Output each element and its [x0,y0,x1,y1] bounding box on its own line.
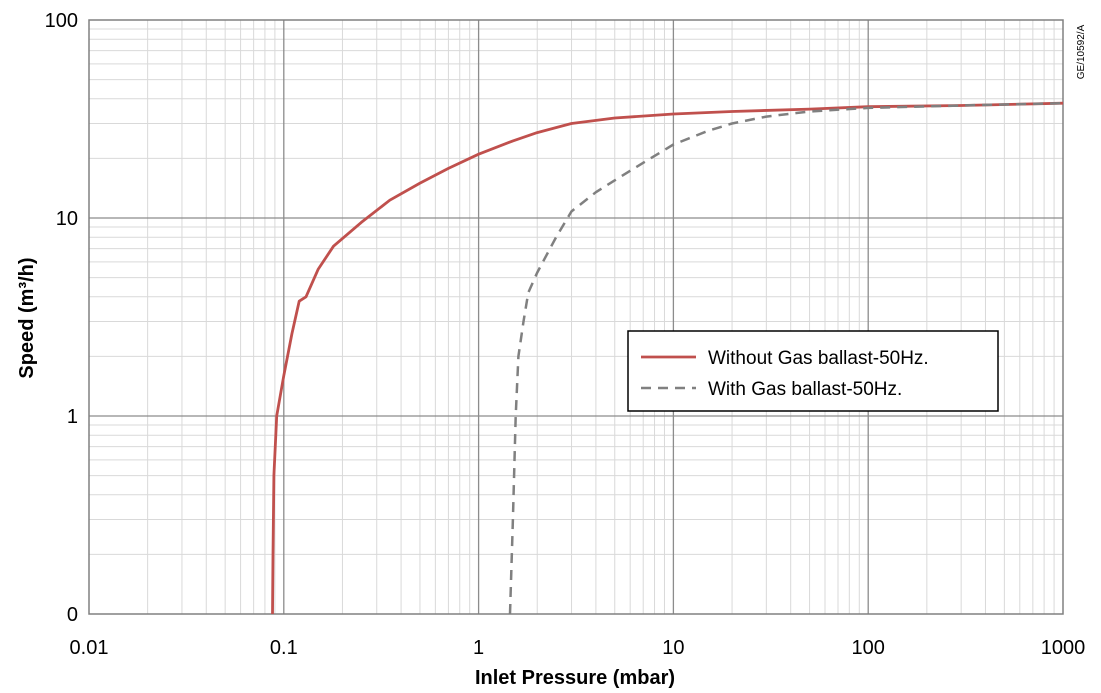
major-gridlines [89,20,1063,614]
x-tick-label: 1000 [1041,637,1086,659]
legend-label-without-gas-ballast: Without Gas ballast-50Hz. [708,348,929,369]
legend-box [627,330,999,412]
y-tick-label: 10 [56,208,78,230]
y-tick-label: 1 [67,406,78,428]
y-tick-label: 100 [45,10,78,32]
legend-label-with-gas-ballast: With Gas ballast-50Hz. [708,379,902,400]
legend: Without Gas ballast-50Hz. With Gas balla… [627,330,999,412]
y-axis-title: Speed (m³/h) [16,257,38,378]
x-tick-label: 100 [852,637,885,659]
series-line-without-gas-ballast [271,101,1064,615]
x-axis-title: Inlet Pressure (mbar) [475,667,675,689]
y-axis-tick-labels: 0 1 10 100 [45,10,78,626]
series-layer [271,101,1064,615]
x-axis-tick-labels: 0.01 0.1 1 10 100 1000 [70,637,1086,659]
plot-area-frame [88,19,1064,615]
x-tick-label: 0.1 [270,637,298,659]
y-tick-label: 0 [67,604,78,626]
x-tick-label: 1 [473,637,484,659]
minor-gridlines [89,20,1063,614]
series-line-with-gas-ballast [508,101,1064,615]
x-tick-label: 10 [662,637,684,659]
document-reference: GE/10592/A [1076,24,1087,79]
x-tick-label: 0.01 [70,637,109,659]
